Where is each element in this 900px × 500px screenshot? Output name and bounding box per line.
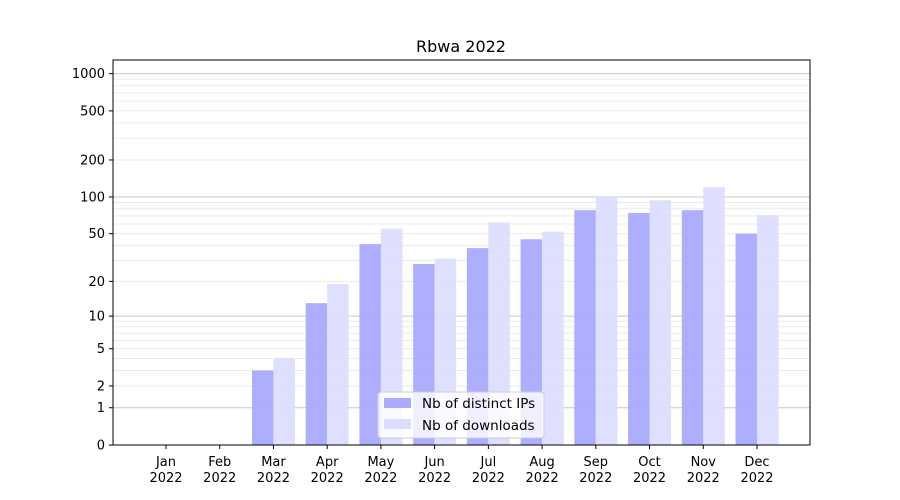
y-tick-label: 500	[80, 104, 105, 119]
bar-ips	[735, 233, 757, 445]
bar-downloads	[595, 196, 618, 445]
y-tick-label: 5	[97, 342, 105, 357]
x-tick-label-year: 2022	[579, 471, 612, 486]
bar-downloads	[273, 358, 295, 445]
bar-downloads	[703, 187, 725, 445]
legend-box	[377, 391, 545, 439]
legend-swatch-downloads	[384, 419, 411, 429]
chart-title: Rbwa 2022	[416, 37, 506, 56]
x-tick-label-month: Jan	[155, 455, 176, 470]
x-tick-label-year: 2022	[203, 471, 236, 486]
x-tick-label-month: Aug	[529, 455, 554, 470]
x-axis: Jan2022Feb2022Mar2022Apr2022May2022Jun20…	[149, 445, 774, 486]
bar-ips	[359, 244, 381, 445]
bar-downloads	[488, 222, 510, 445]
bar-ips	[681, 210, 704, 445]
y-tick-label: 200	[80, 153, 105, 168]
x-tick-label-year: 2022	[740, 471, 773, 486]
x-tick-label-month: Apr	[316, 455, 339, 470]
x-tick-label-year: 2022	[633, 471, 666, 486]
bar-downloads	[649, 200, 672, 445]
x-tick-label-year: 2022	[257, 471, 290, 486]
y-tick-label: 1000	[72, 67, 105, 82]
bar-ips	[305, 303, 328, 445]
y-tick-label: 50	[88, 227, 105, 242]
x-tick-label-year: 2022	[526, 471, 559, 486]
bar-downloads	[327, 283, 349, 445]
plot-frame	[112, 59, 811, 446]
legend-swatch-ips	[384, 398, 411, 408]
legend-label-downloads: Nb of downloads	[422, 418, 535, 434]
x-tick-label-year: 2022	[364, 471, 397, 486]
x-tick-label-month: Sep	[584, 455, 609, 470]
y-tick-label: 2	[97, 379, 105, 394]
x-tick-label-month: Nov	[691, 455, 717, 470]
bar-ips	[574, 210, 596, 445]
x-tick-label-month: Feb	[208, 455, 231, 470]
x-tick-label-month: Mar	[261, 455, 286, 470]
legend: Nb of distinct IPs Nb of downloads	[377, 391, 545, 439]
y-tick-label: 100	[80, 190, 105, 205]
bar-downloads	[542, 231, 564, 445]
x-tick-label-year: 2022	[472, 471, 505, 486]
x-tick-label-year: 2022	[418, 471, 451, 486]
bar-ips	[628, 212, 650, 445]
y-tick-label: 0	[97, 439, 105, 454]
y-axis: 0 1 2 5 10 20 50 100 200 500 1000	[72, 67, 113, 454]
legend-label-ips: Nb of distinct IPs	[422, 396, 535, 412]
x-tick-label-month: Oct	[638, 455, 660, 470]
bar-downloads	[757, 215, 779, 445]
x-tick-label-month: Dec	[744, 455, 769, 470]
x-tick-label-month: Jun	[423, 455, 444, 470]
y-tick-label: 20	[88, 275, 105, 290]
x-tick-label-year: 2022	[149, 471, 182, 486]
bar-ips	[251, 370, 274, 445]
bar-downloads	[380, 228, 403, 445]
y-tick-label: 1	[97, 401, 105, 416]
y-tick-label: 10	[88, 310, 105, 325]
x-tick-label-year: 2022	[687, 471, 720, 486]
x-tick-label-year: 2022	[311, 471, 344, 486]
x-tick-label-month: May	[367, 455, 394, 470]
x-tick-label-month: Jul	[480, 455, 497, 470]
